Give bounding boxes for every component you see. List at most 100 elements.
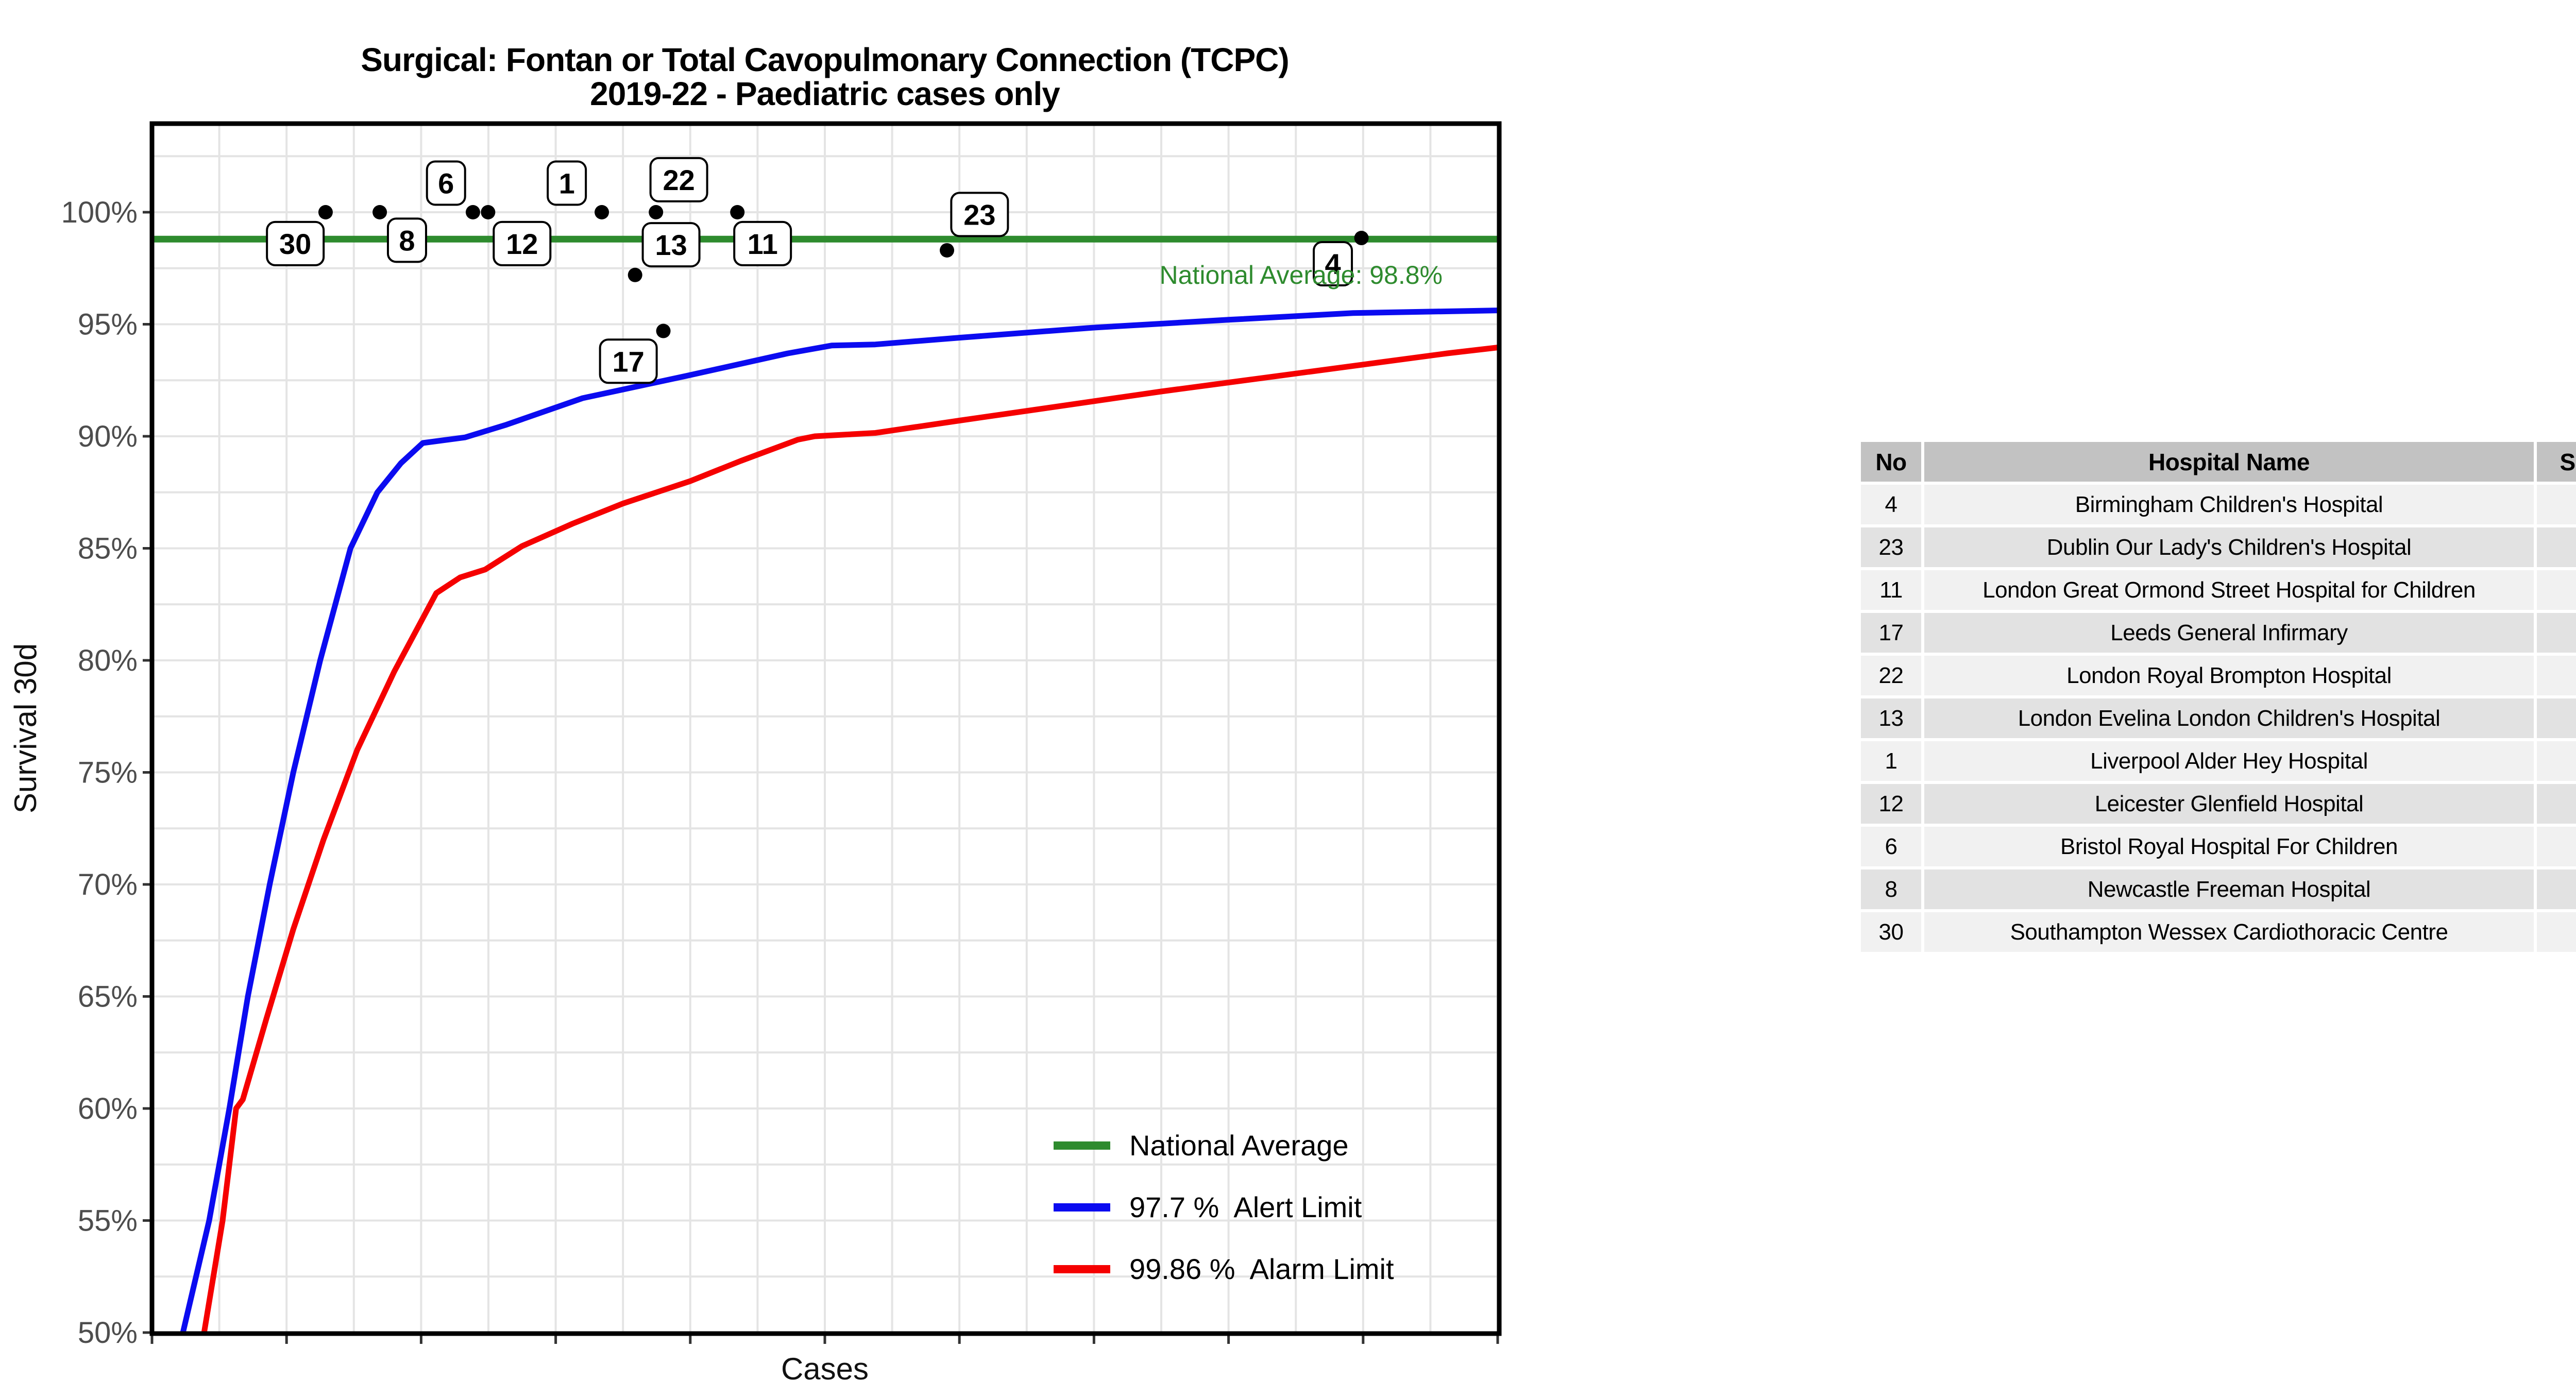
data-point	[595, 205, 609, 219]
data-point	[318, 205, 333, 219]
data-points	[318, 205, 1369, 338]
y-tick-labels: 50% 55% 60% 65% 70% 75% 80% 85% 90% 95% 100%	[61, 196, 138, 1350]
data-point	[628, 267, 642, 282]
hospital-label-box	[426, 160, 466, 206]
data-point	[372, 205, 387, 219]
data-point	[730, 205, 745, 219]
table-cell-survival: 100%	[2537, 741, 2576, 781]
table-cell-survival: 99%	[2537, 485, 2576, 524]
table-cell-no: 8	[1861, 869, 1921, 909]
table-header-survival: Survival 30d	[2537, 442, 2576, 482]
hospital-label-box	[266, 220, 325, 266]
hospital-label: 1	[559, 167, 575, 199]
table-cell-hospital: Newcastle Freeman Hospital	[1924, 869, 2534, 909]
y-tick-label: 85%	[78, 532, 138, 566]
table-cell-no: 1	[1861, 741, 1921, 781]
legend: National Average 97.7 % Alert Limit 99.8…	[1054, 1129, 1394, 1285]
table-cell-survival: 100%	[2537, 869, 2576, 909]
hospital-label: 8	[399, 224, 415, 257]
table-cell-hospital: Leeds General Infirmary	[1924, 613, 2534, 653]
y-tick-label: 70%	[78, 868, 138, 901]
hospital-label-box	[733, 220, 792, 266]
legend-label-national-average: National Average	[1129, 1129, 1349, 1162]
hospital-label-box	[493, 220, 552, 266]
table-cell-no: 30	[1861, 912, 1921, 952]
hospital-label-box	[386, 217, 427, 263]
hospital-label-box	[599, 338, 658, 384]
hospital-label: 6	[438, 167, 454, 199]
x-axis-title: Cases	[781, 1352, 869, 1386]
legend-label-alert-limit: 97.7 % Alert Limit	[1129, 1191, 1362, 1223]
limit-curves	[152, 235, 1502, 1334]
table-header-no: No	[1861, 442, 1921, 482]
hospital-label: 17	[612, 345, 644, 378]
chart-subtitle: 2019-22 - Paediatric cases only	[590, 75, 1060, 112]
hospital-label: 11	[748, 228, 778, 260]
hospital-label-box	[649, 157, 708, 202]
table-cell-no: 13	[1861, 698, 1921, 738]
table-cell-survival: 100%	[2537, 570, 2576, 610]
hospital-label-box	[641, 222, 701, 268]
y-tick-label: 60%	[78, 1092, 138, 1125]
alarm-limit-curve	[201, 344, 1502, 1333]
table-cell-no: 11	[1861, 570, 1921, 610]
hospital-label-box	[950, 192, 1009, 237]
table-cell-hospital: Leicester Glenfield Hospital	[1924, 784, 2534, 824]
table-cell-survival: 95%	[2537, 613, 2576, 653]
legend-label-alarm-limit: 99.86 % Alarm Limit	[1129, 1253, 1394, 1285]
hospital-labels: 30 86 12 1 13 22 17 11 23 4	[266, 157, 1353, 384]
table-cell-no: 17	[1861, 613, 1921, 653]
table-cell-no: 22	[1861, 656, 1921, 695]
data-point	[481, 205, 496, 219]
axis-ticks	[143, 211, 1499, 1344]
data-point	[656, 323, 671, 338]
y-tick-label: 90%	[78, 420, 138, 453]
table-cell-hospital: Bristol Royal Hospital For Children	[1924, 827, 2534, 866]
alert-limit-curve	[180, 308, 1501, 1334]
table-cell-hospital: Birmingham Children's Hospital	[1924, 485, 2534, 524]
y-tick-label: 50%	[78, 1316, 138, 1350]
chart-title: Surgical: Fontan or Total Cavopulmonary …	[361, 41, 1289, 78]
hospital-label: 13	[655, 229, 687, 261]
table-cell-hospital: London Great Ormond Street Hospital for …	[1924, 570, 2534, 610]
y-tick-label: 55%	[78, 1204, 138, 1238]
table-cell-no: 23	[1861, 527, 1921, 567]
table-cell-no: 6	[1861, 827, 1921, 866]
hospital-label: 23	[963, 198, 995, 231]
hospital-label: 22	[663, 164, 694, 196]
national-average-annotation: National Average: 98.8%	[1160, 261, 1443, 289]
y-tick-label: 75%	[78, 756, 138, 790]
y-tick-label: 80%	[78, 644, 138, 677]
table-cell-survival: 98%	[2537, 527, 2576, 567]
table-cell-hospital: London Evelina London Children's Hospita…	[1924, 698, 2534, 738]
table-cell-hospital: Dublin Our Lady's Children's Hospital	[1924, 527, 2534, 567]
data-point	[465, 205, 480, 219]
table-cell-survival: 100%	[2537, 827, 2576, 866]
table-cell-no: 4	[1861, 485, 1921, 524]
hospital-label: 4	[1325, 248, 1341, 280]
y-tick-label: 95%	[78, 308, 138, 342]
hospital-label: 30	[279, 228, 311, 260]
table-cell-hospital: Southampton Wessex Cardiothoracic Centre	[1924, 912, 2534, 952]
table-cell-survival: 97%	[2537, 698, 2576, 738]
plot-border	[149, 121, 1502, 1336]
table-cell-no: 12	[1861, 784, 1921, 824]
data-point	[649, 205, 664, 219]
table-cell-hospital: Liverpool Alder Hey Hospital	[1924, 741, 2534, 781]
hospital-label-box	[1313, 241, 1353, 287]
data-point	[1354, 231, 1369, 246]
hospital-label-box	[547, 160, 587, 206]
y-tick-label: 100%	[61, 196, 138, 229]
table-header-hospital-name: Hospital Name	[1924, 442, 2534, 482]
y-tick-label: 65%	[78, 980, 138, 1014]
hospital-label: 12	[506, 228, 538, 260]
table-cell-survival: 100%	[2537, 912, 2576, 952]
table-cell-hospital: London Royal Brompton Hospital	[1924, 656, 2534, 695]
table-cell-survival: 100%	[2537, 656, 2576, 695]
y-axis-title: Survival 30d	[8, 643, 43, 813]
results-table: No Hospital Name Survival 30d 4Birmingha…	[1861, 442, 2576, 952]
data-point	[940, 243, 955, 258]
table-cell-survival: 100%	[2537, 784, 2576, 824]
